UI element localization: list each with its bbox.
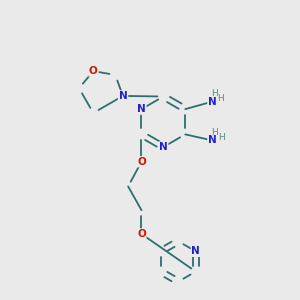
- Text: H: H: [218, 94, 224, 103]
- Text: H: H: [211, 89, 218, 98]
- Text: H: H: [212, 128, 218, 136]
- Text: N: N: [208, 135, 216, 145]
- Text: N: N: [191, 246, 200, 256]
- Text: O: O: [137, 157, 146, 167]
- Text: N: N: [137, 104, 146, 114]
- Text: N: N: [208, 97, 216, 107]
- Text: H: H: [218, 133, 225, 142]
- Text: O: O: [89, 66, 98, 76]
- Text: N: N: [159, 142, 168, 152]
- Text: O: O: [137, 229, 146, 239]
- Text: N: N: [118, 91, 127, 101]
